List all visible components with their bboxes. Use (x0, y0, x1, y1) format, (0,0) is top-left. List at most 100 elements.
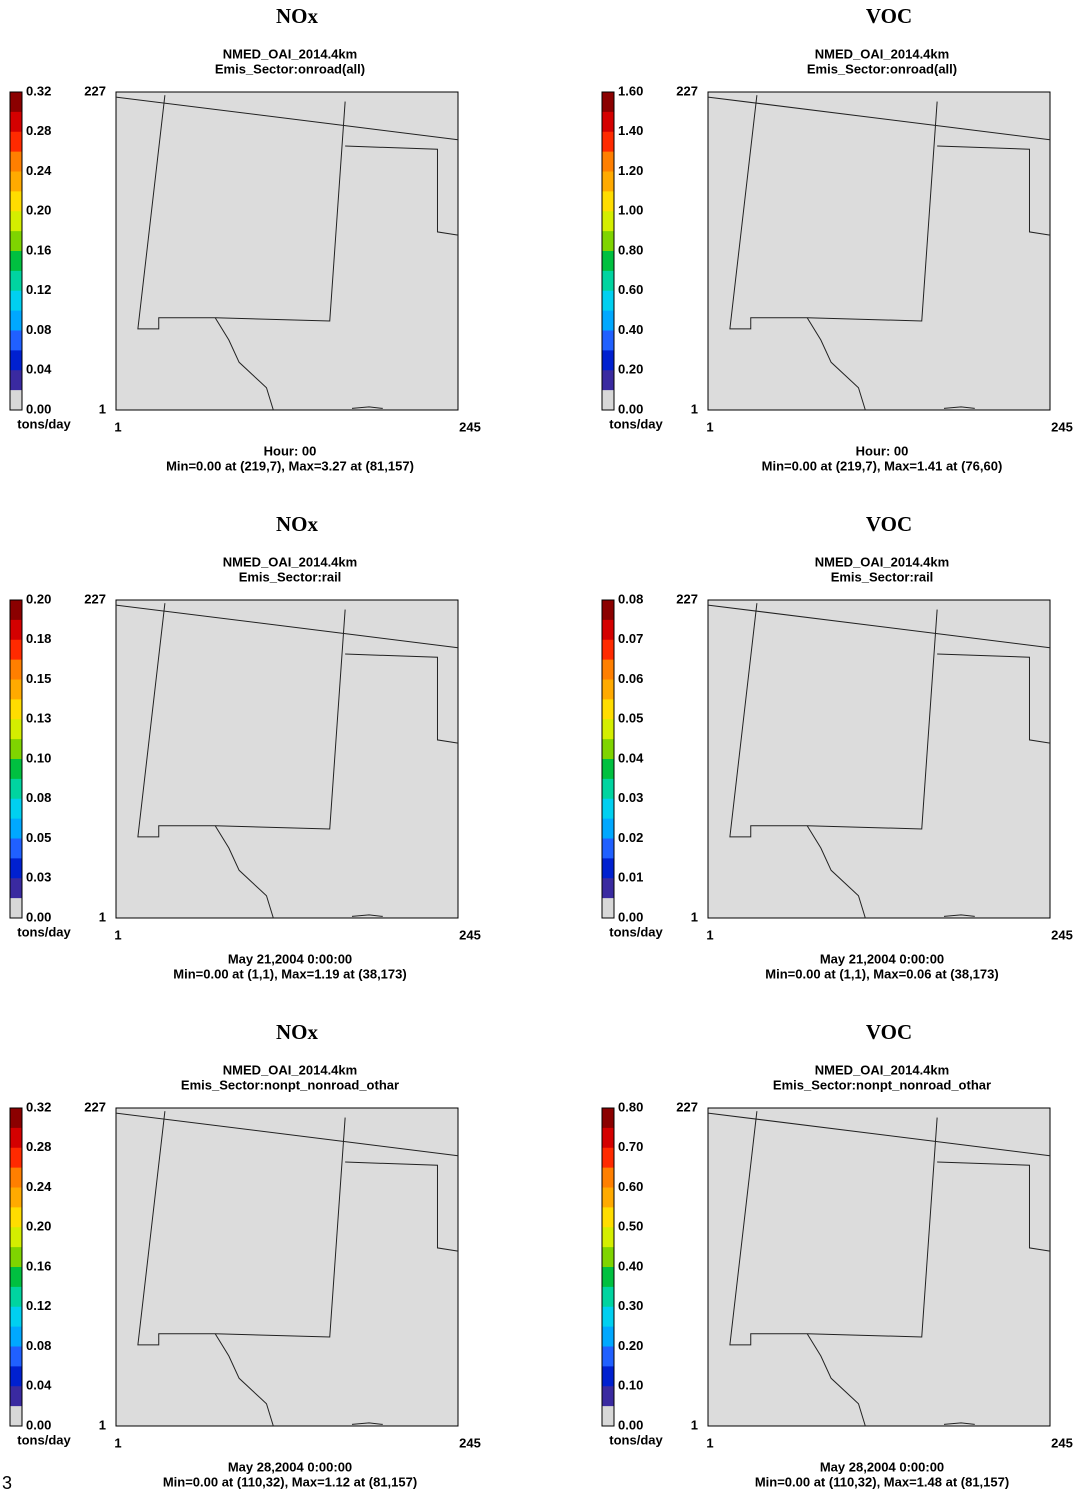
colorbar-segment (10, 739, 22, 760)
colorbar-label: 0.30 (618, 1298, 643, 1313)
colorbar-label: 0.15 (26, 671, 51, 686)
colorbar-label: 0.00 (618, 401, 643, 416)
colorbar-label: 0.04 (26, 1378, 52, 1393)
colorbar-segment (602, 858, 614, 879)
colorbar-label: 0.00 (618, 909, 643, 924)
colorbar-segment (602, 151, 614, 172)
colorbar-label: 0.06 (618, 671, 643, 686)
colorbar-segment (10, 1366, 22, 1387)
boundary (707, 1112, 1051, 1157)
colorbar-segment (602, 350, 614, 371)
y-axis-top: 227 (84, 591, 106, 606)
colorbar-segment (10, 1108, 22, 1129)
colorbar-segment (10, 818, 22, 839)
x-axis-left: 1 (114, 1435, 121, 1450)
colorbar-segment (602, 1147, 614, 1169)
colorbar-segment (10, 191, 22, 212)
map-area (115, 91, 459, 411)
colorbar-frame (9, 599, 23, 919)
colorbar-segment (602, 778, 614, 800)
boundary (345, 653, 459, 744)
time: May 28,2004 0:00:00 (820, 1459, 944, 1474)
colorbar-segment (602, 639, 614, 661)
boundary (806, 1333, 866, 1427)
boundary (115, 96, 459, 141)
colorbar-segment (602, 1406, 614, 1427)
boundary (115, 1112, 459, 1157)
colorbar-label: 0.16 (26, 1258, 51, 1273)
dataset: NMED_OAI_2014.4km (223, 1062, 357, 1077)
boundary (351, 914, 383, 917)
x-axis-right: 245 (1051, 419, 1073, 434)
panel-title: NOx (276, 512, 319, 536)
dataset: NMED_OAI_2014.4km (815, 554, 949, 569)
boundary (729, 603, 938, 838)
colorbar-segment (10, 270, 22, 292)
colorbar-segment (602, 1386, 614, 1407)
colorbar-label: 0.00 (618, 1417, 643, 1432)
colorbar-label: 0.08 (26, 1338, 51, 1353)
map-area (707, 1107, 1051, 1427)
unit: tons/day (609, 924, 663, 939)
panel: VOC NMED_OAI_2014.4kmEmis_Sector:onroad(a… (601, 4, 1073, 473)
colorbar-segment (10, 1267, 22, 1288)
map-area (707, 91, 1051, 411)
colorbar-segment (10, 619, 22, 641)
y-axis-top: 227 (84, 83, 106, 98)
colorbar-frame (601, 599, 615, 919)
stats: Min=0.00 at (110,32), Max=1.12 at (81,15… (163, 1474, 417, 1489)
colorbar-label: 0.05 (618, 711, 643, 726)
colorbar-segment (602, 759, 614, 780)
colorbar-segment (10, 290, 22, 312)
colorbar-segment (10, 370, 22, 391)
boundary (937, 145, 1051, 236)
colorbar-segment (10, 310, 22, 331)
colorbar-label: 0.18 (26, 631, 51, 646)
x-axis-right: 245 (1051, 1435, 1073, 1450)
boundary (345, 145, 459, 236)
time: May 28,2004 0:00:00 (228, 1459, 352, 1474)
stats: Min=0.00 at (1,1), Max=0.06 at (38,173) (765, 966, 998, 981)
x-axis-left: 1 (706, 927, 713, 942)
stats: Min=0.00 at (219,7), Max=3.27 at (81,157… (166, 458, 414, 473)
boundary (214, 825, 274, 919)
y-axis-bottom: 1 (691, 1417, 698, 1432)
colorbar-segment (602, 679, 614, 700)
colorbar-segment (10, 92, 22, 113)
colorbar-frame (9, 91, 23, 411)
boundary (137, 603, 346, 838)
x-axis-right: 245 (459, 419, 481, 434)
unit: tons/day (17, 416, 71, 431)
colorbar-segment (10, 699, 22, 720)
colorbar-label: 0.01 (618, 870, 643, 885)
colorbar-segment (602, 231, 614, 252)
dataset: NMED_OAI_2014.4km (815, 1062, 949, 1077)
colorbar-segment (10, 600, 22, 621)
y-axis-bottom: 1 (99, 1417, 106, 1432)
colorbar-label: 0.08 (618, 591, 643, 606)
panel-title: VOC (866, 1020, 912, 1044)
boundary (729, 95, 938, 330)
colorbar-frame (601, 1107, 615, 1427)
boundary (806, 825, 866, 919)
colorbar-segment (10, 231, 22, 252)
colorbar-segment (602, 1108, 614, 1129)
colorbar-label: 0.20 (26, 203, 51, 218)
colorbar-segment (602, 838, 614, 859)
colorbar-segment (602, 818, 614, 839)
dataset: NMED_OAI_2014.4km (223, 46, 357, 61)
colorbar-label: 0.24 (26, 163, 52, 178)
colorbar-segment (602, 1247, 614, 1268)
colorbar-segment (602, 1306, 614, 1328)
colorbar-segment (10, 171, 22, 192)
sector: Emis_Sector:nonpt_nonroad_othar (181, 1077, 399, 1092)
colorbar-label: 0.04 (26, 362, 52, 377)
y-axis-top: 227 (676, 1099, 698, 1114)
sector: Emis_Sector:rail (831, 569, 934, 584)
colorbar-segment (10, 1326, 22, 1347)
colorbar-segment (10, 659, 22, 680)
colorbar-label: 0.13 (26, 711, 51, 726)
colorbar-segment (602, 719, 614, 740)
